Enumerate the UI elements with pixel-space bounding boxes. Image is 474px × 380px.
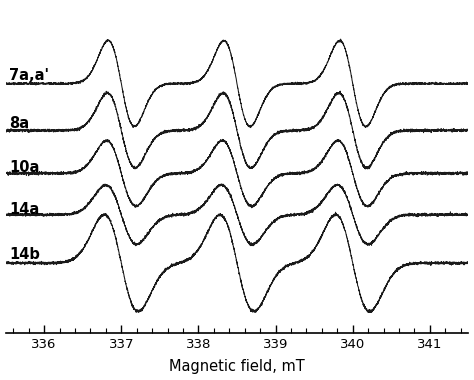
Text: 8a: 8a [9, 116, 29, 131]
X-axis label: Magnetic field, mT: Magnetic field, mT [169, 359, 305, 374]
Text: 14b: 14b [9, 247, 40, 262]
Text: 7a,a': 7a,a' [9, 68, 49, 83]
Text: 14a: 14a [9, 202, 40, 217]
Text: 10a: 10a [9, 160, 40, 175]
